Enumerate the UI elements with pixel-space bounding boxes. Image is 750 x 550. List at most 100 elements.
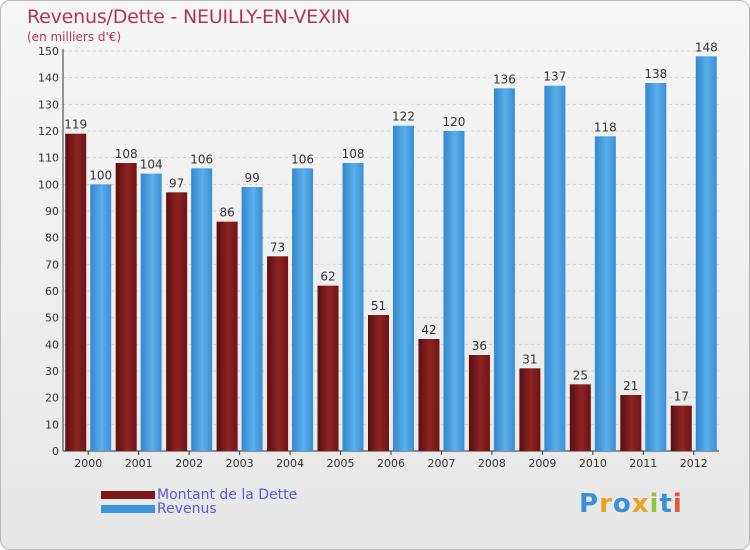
bar-revenue <box>645 83 667 451</box>
y-tick-label: 40 <box>45 338 59 351</box>
bar-debt <box>468 355 490 451</box>
bar-revenue <box>292 168 314 452</box>
bar-revenue <box>140 173 162 451</box>
data-label-revenue: 122 <box>392 110 415 124</box>
bar-debt <box>115 163 137 451</box>
data-label-revenue: 137 <box>543 70 566 84</box>
data-label-revenue: 99 <box>244 171 259 185</box>
bar-debt <box>368 315 389 451</box>
y-tick-label: 130 <box>38 98 59 111</box>
bar-revenue <box>241 187 263 451</box>
bar-debt <box>317 285 339 451</box>
data-label-debt: 21 <box>623 379 638 393</box>
y-tick-label: 60 <box>45 285 59 298</box>
data-label-revenue: 120 <box>443 115 466 129</box>
chart-subtitle: (en milliers d'€) <box>27 30 122 44</box>
bar-revenue <box>393 125 414 452</box>
y-tick-label: 80 <box>45 232 59 245</box>
logo-letter: P <box>579 489 600 519</box>
bar-debt <box>216 221 238 451</box>
data-label-debt: 31 <box>522 352 537 366</box>
logo-letter: r <box>599 489 613 519</box>
x-tick-label: 2003 <box>226 457 254 470</box>
bar-revenue <box>695 56 717 451</box>
data-label-revenue: 148 <box>695 40 718 54</box>
data-label-revenue: 106 <box>291 152 314 166</box>
y-tick-label: 120 <box>38 125 59 138</box>
proxiti-logo: Proxiti <box>579 489 683 519</box>
bar-debt <box>65 133 87 451</box>
data-label-revenue: 106 <box>190 152 213 166</box>
legend-swatch-debt <box>101 491 155 499</box>
bar-revenue <box>443 131 465 451</box>
data-label-revenue: 100 <box>89 168 112 182</box>
x-tick-label: 2011 <box>629 457 657 470</box>
legend-label-revenue: Revenus <box>157 501 217 517</box>
y-tick-label: 100 <box>38 178 59 191</box>
x-tick-label: 2009 <box>528 457 556 470</box>
bar-chart: 0 10 20 30 40 50 60 70 80 90 100 110 120 130 140 150 200… <box>38 40 719 470</box>
bar-revenue <box>493 88 515 451</box>
data-label-debt: 36 <box>472 339 487 353</box>
x-tick-label: 2008 <box>478 457 506 470</box>
x-tick-label: 2006 <box>377 457 405 470</box>
bar-debt <box>569 384 591 451</box>
x-tick-label: 2002 <box>175 457 203 470</box>
legend-swatch-revenue <box>101 505 155 513</box>
data-label-debt: 86 <box>219 206 234 220</box>
y-tick-label: 140 <box>38 72 59 85</box>
data-label-revenue: 104 <box>140 158 163 172</box>
x-tick-label: 2012 <box>680 457 708 470</box>
data-label-debt: 119 <box>64 118 87 132</box>
bar-debt <box>670 405 692 451</box>
y-tick-label: 30 <box>45 365 59 378</box>
bar-debt <box>620 395 642 451</box>
data-label-debt: 97 <box>169 176 184 190</box>
data-label-debt: 51 <box>371 299 386 313</box>
bar-debt <box>166 192 188 452</box>
data-label-debt: 62 <box>320 270 335 284</box>
logo-letter: x <box>631 489 650 519</box>
data-labels: 1191001081049710686997310662108511224212… <box>64 40 717 403</box>
chart-title: Revenus/Dette - NEUILLY-EN-VEXIN <box>27 6 351 28</box>
y-tick-label: 20 <box>45 392 59 405</box>
y-tick-label: 50 <box>45 312 59 325</box>
data-label-debt: 73 <box>270 240 285 254</box>
axes: 0 10 20 30 40 50 60 70 80 90 100 110 120 130 140 150 200… <box>38 45 719 470</box>
y-tick-label: 150 <box>38 45 59 58</box>
data-label-debt: 17 <box>674 390 689 404</box>
bar-debt <box>519 368 541 451</box>
data-label-debt: 108 <box>115 147 138 161</box>
data-label-revenue: 118 <box>594 120 617 134</box>
logo-letter: o <box>612 489 632 519</box>
x-tick-label: 2007 <box>427 457 455 470</box>
y-tick-label: 0 <box>52 445 59 458</box>
x-tick-label: 2005 <box>327 457 355 470</box>
logo-letter: t <box>659 489 673 519</box>
x-tick-label: 2000 <box>74 457 102 470</box>
bar-revenue <box>90 184 112 452</box>
x-tick-label: 2004 <box>276 457 304 470</box>
data-label-revenue: 136 <box>493 72 516 86</box>
logo-letter: i <box>649 489 660 519</box>
data-label-debt: 25 <box>573 368 588 382</box>
bar-revenue <box>594 136 616 452</box>
y-tick-label: 110 <box>38 152 59 165</box>
bar-debt <box>267 256 289 451</box>
bar-revenue <box>191 168 213 452</box>
y-tick-label: 90 <box>45 205 59 218</box>
bars <box>65 56 717 452</box>
data-label-debt: 42 <box>421 323 436 337</box>
logo-letter: i <box>672 489 683 519</box>
data-label-revenue: 138 <box>644 67 667 81</box>
y-tick-label: 10 <box>45 418 59 431</box>
legend-label-debt: Montant de la Dette <box>157 487 298 503</box>
x-tick-label: 2001 <box>125 457 153 470</box>
bar-revenue <box>544 85 566 452</box>
bar-debt <box>418 339 440 451</box>
x-tick-label: 2010 <box>579 457 607 470</box>
bar-revenue <box>342 163 364 451</box>
data-label-revenue: 108 <box>342 147 365 161</box>
y-tick-label: 70 <box>45 258 59 271</box>
